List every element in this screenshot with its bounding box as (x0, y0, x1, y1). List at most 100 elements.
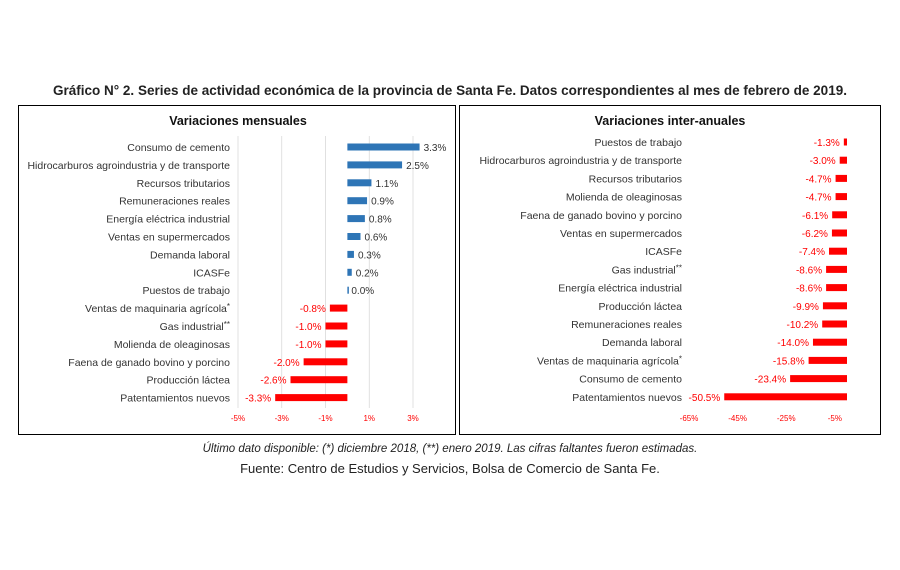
category-label: ICASFe (645, 246, 682, 258)
bar (832, 211, 847, 219)
category-name: Demanda laboral (602, 337, 682, 349)
data-label: -4.7% (805, 174, 831, 185)
bar (826, 284, 847, 292)
bar (347, 215, 365, 223)
category-label: Ventas de maquinaria agrícola* (537, 354, 682, 367)
category-label: Producción láctea (147, 375, 231, 387)
bar (808, 356, 847, 364)
data-label: 2.5% (406, 161, 429, 172)
bar (835, 193, 847, 201)
category-name: Hidrocarburos agroindustria y de transpo… (27, 160, 230, 172)
category-footnote-mark: ** (676, 263, 682, 272)
data-label: -6.2% (802, 229, 828, 240)
category-label: Patentamientos nuevos (120, 393, 230, 405)
category-label: Remuneraciones reales (119, 196, 230, 208)
bar (347, 197, 368, 205)
data-label: -14.0% (777, 338, 809, 349)
data-label: -7.4% (799, 247, 825, 258)
bar (347, 286, 349, 294)
category-label: Remuneraciones reales (571, 319, 682, 331)
category-label: Energía eléctrica industrial (558, 283, 682, 295)
bar (329, 304, 348, 312)
data-label: -1.0% (295, 340, 321, 351)
category-label: Recursos tributarios (137, 178, 230, 190)
x-tick-label: -3% (275, 414, 289, 423)
category-name: Recursos tributarios (137, 178, 230, 190)
category-name: Faena de ganado bovino y porcino (68, 357, 230, 369)
category-name: Puestos de trabajo (142, 285, 230, 297)
category-name: Hidrocarburos agroindustria y de transpo… (479, 155, 682, 167)
category-name: Gas industrial (160, 321, 224, 333)
category-label: Ventas en supermercados (108, 232, 230, 244)
data-label: -9.9% (793, 302, 819, 313)
category-label: Demanda laboral (602, 337, 682, 349)
x-tick-label: 3% (407, 414, 419, 423)
bar (822, 320, 847, 328)
x-tick-label: 1% (363, 414, 375, 423)
data-label: -2.6% (260, 376, 286, 387)
x-tick-label: -65% (680, 414, 699, 423)
data-label: -6.1% (802, 211, 828, 222)
category-label: Recursos tributarios (589, 173, 682, 185)
category-footnote-mark: * (227, 302, 230, 311)
data-label: -10.2% (787, 320, 819, 331)
category-footnote-mark: ** (224, 320, 230, 329)
category-name: Molienda de oleaginosas (114, 339, 230, 351)
category-name: Consumo de cemento (579, 374, 682, 386)
data-label: -50.5% (689, 393, 721, 404)
category-label: Puestos de trabajo (594, 137, 682, 149)
category-label: Molienda de oleaginosas (566, 192, 682, 204)
category-footnote-mark: * (679, 354, 682, 363)
monthly-chart: Variaciones mensuales -5% -3% -1% 1% 3% Consum… (27, 114, 446, 423)
chart-title: Variaciones inter-anuales (595, 114, 746, 128)
category-name: Ventas de maquinaria agrícola (85, 303, 227, 315)
data-label: -15.8% (773, 356, 805, 367)
x-tick-label: -1% (318, 414, 332, 423)
bar (347, 161, 403, 169)
bar (325, 322, 348, 330)
category-label: Ventas en supermercados (560, 228, 682, 240)
category-label: Puestos de trabajo (142, 285, 230, 297)
interannual-chart-panel: Variaciones inter-anuales -65% -45% -25% -5%… (459, 105, 881, 435)
footnote: Último dato disponible: (*) diciembre 20… (202, 443, 698, 455)
bar (826, 265, 847, 273)
x-tick-label: -25% (777, 414, 796, 423)
monthly-chart-panel: Variaciones mensuales -5% -3% -1% 1% 3% Consum… (18, 105, 456, 435)
data-label: -23.4% (754, 375, 786, 386)
category-name: Molienda de oleaginosas (566, 192, 682, 204)
category-name: Gas industrial (612, 264, 676, 276)
data-label: 0.6% (365, 233, 388, 244)
data-label: -1.0% (295, 322, 321, 333)
bar (347, 233, 361, 240)
bar (347, 268, 352, 276)
category-name: Patentamientos nuevos (120, 393, 230, 405)
category-label: Faena de ganado bovino y porcino (68, 357, 230, 369)
category-label: Gas industrial** (160, 320, 230, 333)
data-label: 1.1% (375, 179, 398, 190)
category-name: Energía eléctrica industrial (106, 214, 230, 226)
category-name: Ventas de maquinaria agrícola (537, 355, 679, 367)
bar (839, 156, 847, 164)
data-label: -1.3% (814, 138, 840, 149)
bar (835, 174, 847, 182)
data-label: 0.8% (369, 215, 392, 226)
category-name: ICASFe (645, 246, 682, 258)
data-label: -3.3% (245, 394, 271, 405)
category-label: Gas industrial** (612, 263, 682, 276)
bar (290, 376, 348, 384)
bar (822, 302, 847, 310)
bar (812, 338, 847, 346)
category-label: Faena de ganado bovino y porcino (520, 210, 682, 222)
category-label: Consumo de cemento (127, 142, 230, 154)
data-label: -0.8% (300, 304, 326, 315)
x-tick-label: -5% (231, 414, 245, 423)
data-label: -3.0% (810, 156, 836, 167)
bar (303, 358, 348, 366)
category-label: Molienda de oleaginosas (114, 339, 230, 351)
data-label: 0.3% (358, 250, 381, 261)
data-label: -4.7% (805, 193, 831, 204)
category-label: Ventas de maquinaria agrícola* (85, 302, 230, 315)
bar (843, 138, 847, 146)
data-label: -8.6% (796, 284, 822, 295)
bar (347, 143, 420, 151)
